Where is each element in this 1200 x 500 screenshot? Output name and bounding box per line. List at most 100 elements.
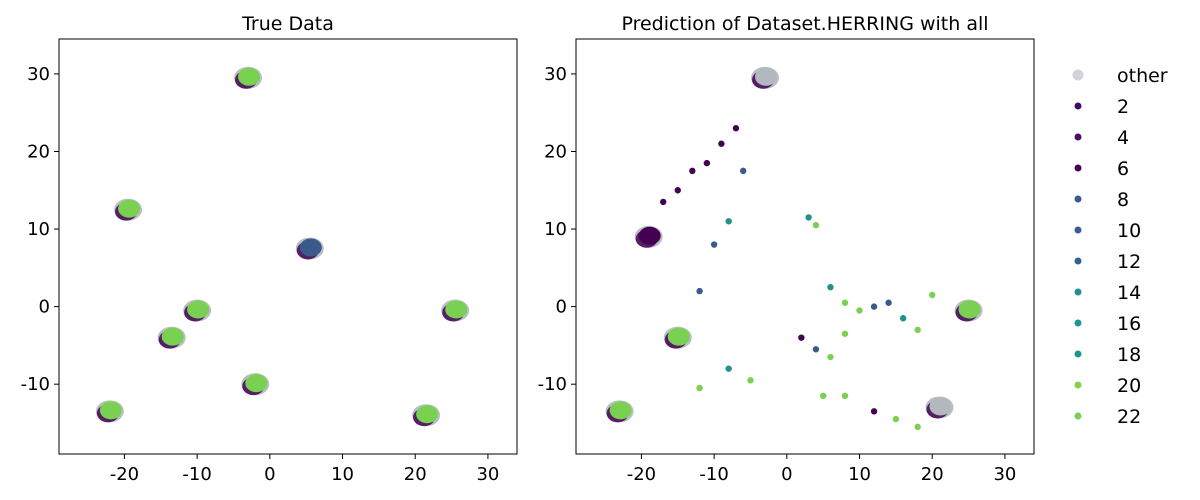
legend-item: 18 [1074, 344, 1141, 366]
legend-marker [1074, 412, 1082, 420]
legend-marker [1074, 319, 1082, 327]
panel-true-data: True Data -20 -10 0 10 20 30 -10 0 10 20 30 [21, 13, 518, 485]
y-tick-label: 30 [27, 64, 50, 85]
legend-item: 12 [1074, 251, 1141, 273]
cluster-core [238, 67, 261, 86]
y-tick-label: 10 [544, 219, 567, 240]
cluster-7 [95, 400, 124, 423]
legend-marker [1072, 69, 1084, 81]
cluster-3 [605, 400, 634, 423]
axis-ticks: -20 -10 0 10 20 30 -10 0 10 20 30 [21, 64, 500, 485]
cluster-6 [441, 299, 470, 322]
x-tick-label: 0 [264, 464, 275, 485]
legend-label: 16 [1117, 313, 1141, 335]
legend-label: 14 [1117, 282, 1141, 304]
legend-marker [1074, 288, 1082, 296]
data-point [660, 198, 667, 206]
legend-item: 14 [1074, 282, 1141, 304]
x-tick-label: 10 [331, 464, 354, 485]
y-tick-label: 0 [556, 297, 567, 318]
y-tick-label: -10 [538, 374, 567, 395]
cluster-core [99, 401, 122, 420]
cluster-core [609, 401, 632, 420]
cluster-core [161, 327, 184, 346]
panel-prediction: Prediction of Dataset.HERRING with all -… [538, 13, 1035, 485]
data-point [899, 315, 907, 322]
legend-item: 8 [1074, 189, 1129, 211]
cluster-core [958, 300, 981, 319]
data-point [856, 307, 863, 314]
x-tick-label: 10 [848, 464, 871, 485]
legend-item: 4 [1074, 127, 1129, 149]
cluster-5 [954, 299, 983, 322]
legend-marker [1074, 257, 1082, 265]
legend-marker [1074, 350, 1082, 358]
cluster-2 [663, 326, 692, 349]
legend-label: 4 [1117, 127, 1129, 149]
data-point [703, 159, 711, 167]
legend-item: 6 [1074, 158, 1129, 180]
cluster-core [187, 300, 210, 319]
data-point [805, 214, 812, 221]
data-point [674, 187, 681, 194]
x-tick-label: 20 [404, 464, 427, 485]
legend-marker [1074, 133, 1082, 141]
clusters-layer [605, 66, 983, 431]
legend-label: other [1117, 65, 1168, 87]
data-point [689, 167, 696, 175]
data-point [885, 299, 892, 306]
cluster-1 [634, 225, 663, 248]
panel-title: Prediction of Dataset.HERRING with all [621, 13, 988, 35]
legend-marker [1074, 102, 1082, 110]
data-point [725, 365, 732, 372]
plot-frame [58, 38, 518, 455]
legend-item: 22 [1074, 406, 1141, 428]
data-point [870, 408, 878, 415]
cluster-0 [751, 66, 780, 89]
data-point [725, 218, 732, 225]
data-point [841, 330, 849, 337]
x-tick-label: 20 [921, 464, 944, 485]
legend-label: 12 [1117, 251, 1141, 273]
cluster-core [245, 374, 268, 393]
plot-frame [575, 38, 1035, 455]
data-point [827, 284, 834, 291]
cluster-1 [114, 198, 143, 221]
data-point [892, 415, 900, 423]
y-tick-label: 30 [544, 64, 567, 85]
legend-marker [1074, 164, 1082, 172]
data-point [696, 287, 703, 295]
cluster-3 [183, 299, 212, 322]
cluster-4 [241, 373, 270, 396]
x-tick-label: 30 [993, 464, 1016, 485]
data-point [929, 291, 936, 299]
legend-label: 8 [1117, 189, 1129, 211]
data-point [827, 353, 834, 361]
x-tick-label: -10 [182, 464, 211, 485]
data-point [870, 303, 878, 310]
legend-label: 6 [1117, 158, 1129, 180]
legend-item: other [1072, 65, 1168, 87]
cluster-4 [925, 396, 954, 419]
data-point [812, 346, 820, 353]
data-point [841, 392, 849, 400]
legend-item: 10 [1074, 220, 1141, 242]
x-tick-label: -20 [110, 464, 139, 485]
clusters-layer [95, 66, 470, 427]
data-point [812, 221, 820, 229]
legend-item: 20 [1074, 375, 1141, 397]
axis-ticks: -20 -10 0 10 20 30 -10 0 10 20 30 [538, 64, 1017, 485]
cluster-core [638, 226, 661, 245]
data-point [819, 392, 827, 400]
cluster-core [118, 199, 141, 218]
data-point [747, 377, 754, 384]
cluster-2 [157, 326, 186, 349]
cluster-core [929, 397, 952, 416]
legend: other 2 4 6 8 10 12 14 16 18 20 22 [1072, 65, 1168, 428]
legend-marker [1074, 381, 1082, 389]
data-point [914, 423, 921, 431]
legend-label: 20 [1117, 375, 1141, 397]
legend-label: 10 [1117, 220, 1141, 242]
data-point [710, 241, 718, 248]
cluster-core [445, 300, 468, 319]
